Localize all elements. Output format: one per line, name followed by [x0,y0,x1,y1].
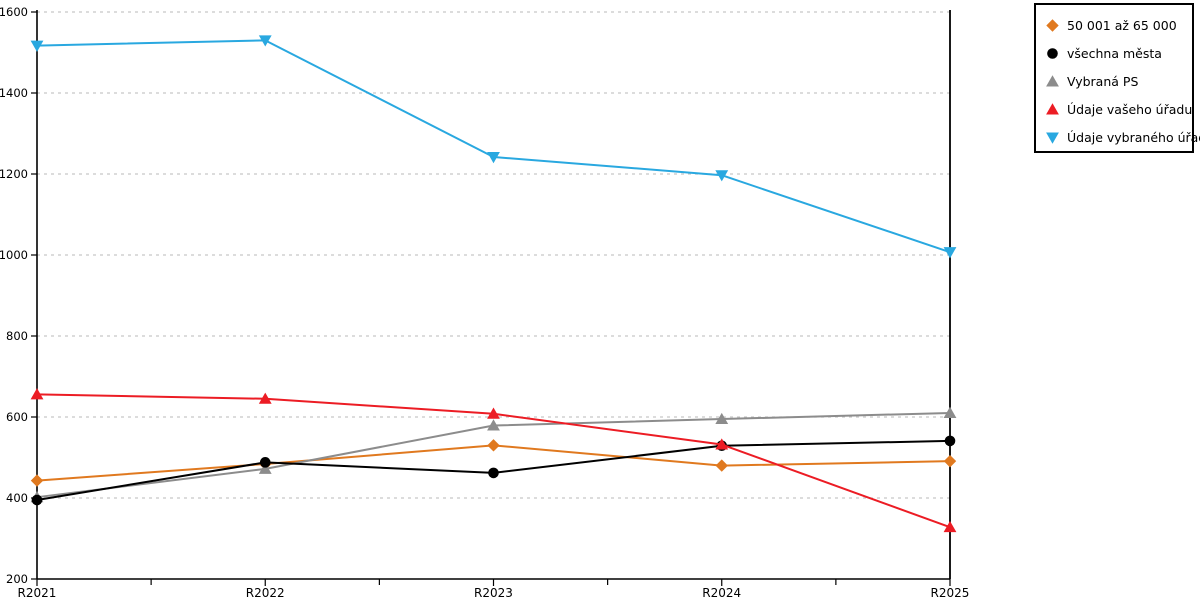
data-point-marker [30,474,44,487]
data-point-marker [943,406,957,418]
data-point-marker [487,419,500,431]
data-point-marker [1046,132,1059,144]
data-point-marker [715,412,729,425]
data-point-marker [715,459,728,472]
data-point-marker [1046,18,1059,32]
legend-label: Vybraná PS [1067,73,1139,89]
x-tick-label: R2025 [931,586,970,600]
chart-legend: 50 001 až 65 000 všechna města Vybraná PS Ú… [1034,3,1200,153]
series-0 [30,439,957,487]
data-point-marker [31,494,43,506]
y-tick-label: 1200 [0,167,28,181]
y-tick-label: 400 [6,491,28,505]
legend-item-2: Vybraná PS [1036,67,1192,95]
legend-item-4: Údaje vybraného úřadu [1036,123,1200,151]
triangle-up-legend-icon [1046,102,1059,114]
data-point-marker [487,407,500,419]
circle-legend-icon [1047,47,1058,59]
y-tick-label: 800 [6,329,28,343]
data-point-marker [258,35,272,47]
x-tick-label: R2024 [702,586,741,600]
series-3 [30,388,957,533]
legend-item-0: 50 001 až 65 000 [1036,11,1192,39]
series-4 [30,35,957,259]
data-point-marker [943,520,957,533]
y-tick-label: 600 [6,410,28,424]
triangle-down-legend-icon [1046,132,1059,144]
data-point-marker [487,151,500,164]
data-point-marker [488,467,499,479]
data-point-marker [1047,47,1058,59]
data-point-marker [715,170,729,182]
y-tick-label: 1600 [0,5,28,19]
data-point-marker [258,462,272,474]
data-point-marker [943,454,957,468]
data-point-marker [943,247,957,259]
triangle-up-legend-icon [1046,74,1059,86]
data-point-marker [487,439,500,452]
data-point-marker [30,388,44,400]
y-tick-label: 1000 [0,248,28,262]
diamond-legend-icon [1046,18,1059,32]
data-point-marker [258,392,272,404]
data-point-marker [944,435,956,447]
data-point-marker [259,457,271,468]
legend-item-3: Údaje vašeho úřadu [1036,95,1192,123]
data-point-marker [715,438,729,450]
y-tick-label: 200 [6,572,28,586]
legend-label: Údaje vybraného úřadu [1067,129,1200,145]
data-point-marker [1046,102,1059,114]
series-2 [30,406,957,503]
legend-label: všechna města [1067,45,1162,61]
legend-label: Údaje vašeho úřadu [1067,101,1193,117]
y-tick-label: 1400 [0,86,28,100]
data-point-marker [1046,74,1059,86]
series-line [36,39,951,254]
legend-item-1: všechna města [1036,39,1192,67]
x-tick-label: R2023 [474,586,513,600]
legend-label: 50 001 až 65 000 [1067,17,1177,33]
x-tick-label: R2022 [246,586,285,600]
x-tick-label: R2021 [18,586,57,600]
data-point-marker [30,40,44,52]
